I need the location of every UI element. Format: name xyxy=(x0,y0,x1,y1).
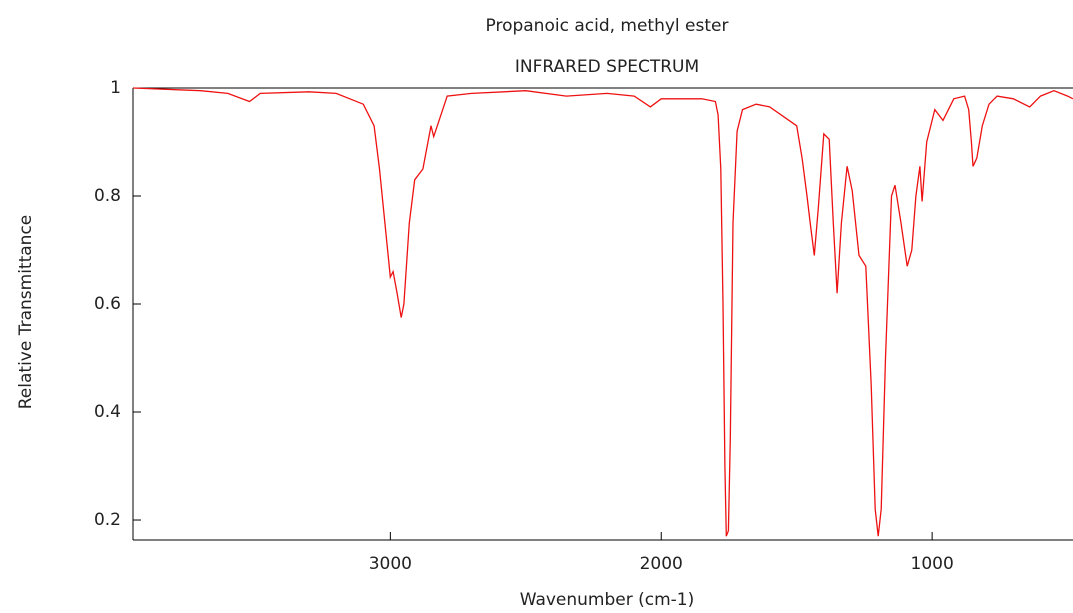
chart-subtitle: INFRARED SPECTRUM xyxy=(515,57,699,77)
y-axis-label: Relative Transmittance xyxy=(16,215,36,410)
x-tick-label: 3000 xyxy=(369,554,412,574)
x-tick-label: 1000 xyxy=(911,554,954,574)
y-tick-label: 0.2 xyxy=(94,510,121,530)
y-tick-label: 0.6 xyxy=(94,294,121,314)
y-tick-label: 0.4 xyxy=(94,402,121,422)
y-tick-label: 0.8 xyxy=(94,186,121,206)
x-axis-label: Wavenumber (cm-1) xyxy=(520,590,695,610)
chart-title: Propanoic acid, methyl ester xyxy=(486,16,729,36)
x-tick-label: 2000 xyxy=(640,554,683,574)
spectrum-line xyxy=(132,87,1073,537)
y-tick-label: 1 xyxy=(110,78,121,98)
